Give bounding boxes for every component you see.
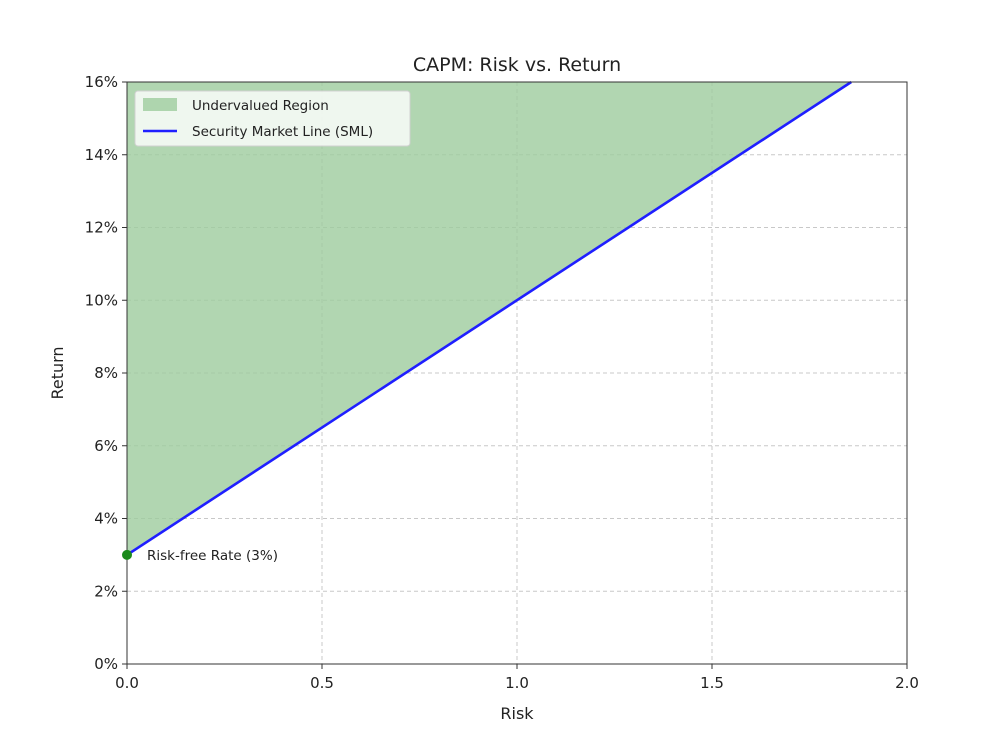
x-tick-label: 1.5: [700, 674, 724, 692]
y-tick-label: 0%: [94, 655, 118, 673]
line-layer: [126, 80, 852, 556]
x-axis: 0.0 0.5 1.0 1.5 2.0: [115, 664, 919, 692]
risk-free-rate-label: Risk-free Rate (3%): [147, 548, 278, 564]
y-axis: 0% 2% 4% 6% 8% 10% 12% 14% 16%: [85, 73, 127, 673]
annotation-layer: Risk-free Rate (3%): [122, 548, 278, 564]
x-axis-title: Risk: [500, 704, 534, 723]
legend-swatch-undervalued-region: [143, 98, 177, 111]
x-tick-label: 2.0: [895, 674, 919, 692]
y-tick-label: 14%: [85, 146, 118, 164]
y-tick-label: 16%: [85, 73, 118, 91]
x-tick-label: 0.0: [115, 674, 139, 692]
y-tick-label: 2%: [94, 582, 118, 600]
legend-box: [134, 90, 411, 147]
x-tick-label: 0.5: [310, 674, 334, 692]
sml-line: [126, 80, 852, 556]
chart-title: CAPM: Risk vs. Return: [413, 54, 621, 76]
y-tick-label: 6%: [94, 437, 118, 455]
risk-free-rate-marker: [122, 549, 132, 560]
y-tick-label: 12%: [85, 219, 118, 237]
y-tick-label: 10%: [85, 291, 118, 309]
x-tick-label: 1.0: [505, 674, 529, 692]
y-axis-title: Return: [48, 346, 67, 399]
y-tick-label: 4%: [94, 510, 118, 528]
y-tick-label: 8%: [94, 364, 118, 382]
legend-label-undervalued-region: Undervalued Region: [192, 98, 329, 114]
legend: Undervalued Region Security Market Line …: [134, 90, 411, 147]
legend-label-sml: Security Market Line (SML): [192, 124, 373, 140]
